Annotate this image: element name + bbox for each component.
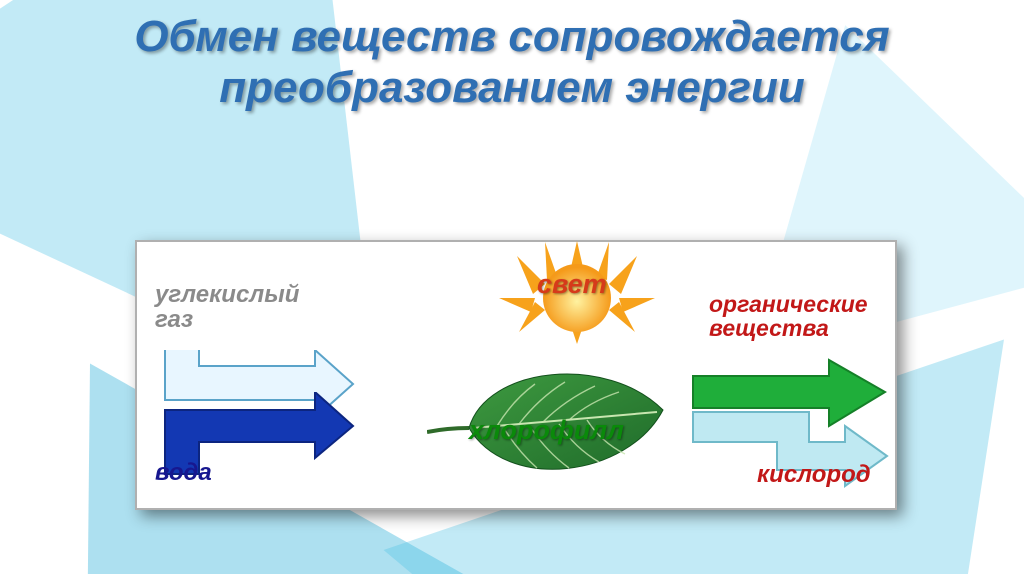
label-co2: углекислый газ [155, 282, 299, 332]
slide-title: Обмен веществ сопровождается преобразова… [62, 12, 962, 113]
label-water: вода [155, 460, 212, 485]
label-chlorophyll: хлорофилл [469, 416, 624, 444]
label-organics: органические вещества [709, 292, 868, 340]
label-light: свет [537, 270, 607, 298]
photosynthesis-diagram: свет углекислый газ вода хлорофилл орган… [135, 240, 897, 510]
label-oxygen: кислород [757, 462, 871, 487]
